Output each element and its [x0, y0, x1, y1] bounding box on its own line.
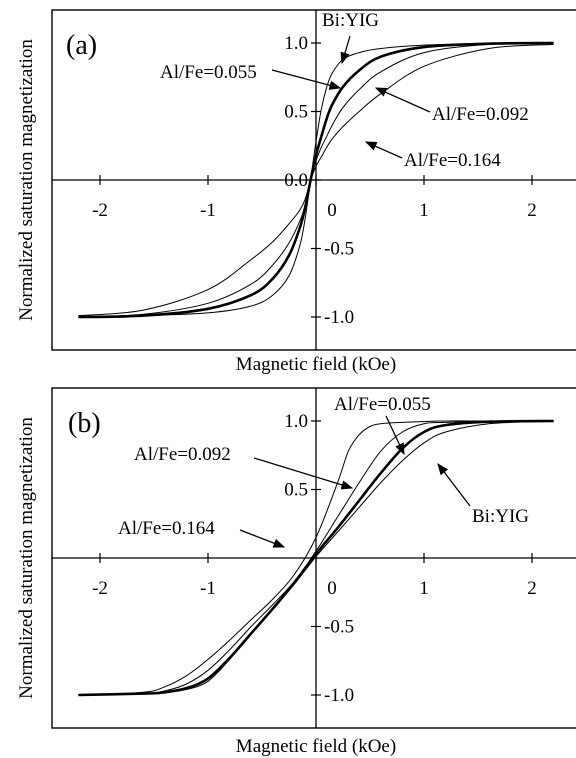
y-tick-label-b: -0.5 [324, 617, 354, 638]
arrow-alfe-0164-a [364, 141, 403, 159]
series-al-fe-0-092-a [78, 42, 554, 318]
x-tick-label-a: 1 [419, 200, 429, 221]
series-bi-yig-a [78, 42, 554, 318]
y-tick-label-a: -0.5 [324, 239, 354, 260]
series-al-fe-0-055-a [78, 41, 554, 319]
arrow-alfe-0092-b [253, 457, 354, 490]
panel-b-xlabel: Magnetic field (kOe) [236, 736, 396, 757]
arrow-biyig-b [437, 463, 471, 507]
y-tick-label-b: 0.5 [284, 480, 308, 501]
series-al-fe-0-055-b [78, 419, 554, 697]
annotation-alfe-0164-b: Al/Fe=0.164 [118, 518, 215, 539]
arrow-alfe-0055-a [271, 69, 342, 90]
panel-b-ylabel: Normalized saturation magnetization [16, 417, 37, 699]
x-tick-label-b: 2 [527, 578, 537, 599]
y-tick-label-a: 0.5 [284, 102, 308, 123]
annotation-alfe-0055-b: Al/Fe=0.055 [334, 394, 431, 415]
annotation-alfe-0055-a: Al/Fe=0.055 [160, 62, 257, 83]
annotation-alfe-0092-b: Al/Fe=0.092 [134, 444, 231, 465]
y-tick-label-b: -1.0 [324, 685, 354, 706]
x-tick-label-a: -2 [92, 200, 108, 221]
y-tick-label-a: 0.0 [284, 170, 308, 191]
arrow-biyig-a [340, 35, 351, 65]
x-tick-label-a: -1 [200, 200, 216, 221]
panel-a-ylabel: Normalized saturation magnetization [16, 39, 37, 321]
annotation-alfe-0164-a: Al/Fe=0.164 [404, 150, 501, 171]
x-tick-label-a: 2 [527, 200, 537, 221]
panel-b-label: (b) [68, 408, 101, 439]
annotation-biyig-a: Bi:YIG [322, 10, 379, 31]
arrow-alfe-0092-a [374, 87, 431, 113]
annotation-alfe-0092-a: Al/Fe=0.092 [432, 104, 529, 125]
y-tick-label-b: 1.0 [284, 411, 308, 432]
panel-a-label: (a) [66, 30, 97, 61]
panel-a: -2 -1 0 1 2 -1.0 -0.5 0.0 0.5 1.0 (a) Normalized … [16, 9, 576, 375]
arrow-alfe-0055-b [385, 415, 405, 456]
series-al-fe-0-164-b [78, 420, 554, 696]
x-tick-label-b: 0 [327, 578, 337, 599]
annotation-biyig-b: Bi:YIG [472, 506, 529, 527]
x-tick-label-b: -1 [200, 578, 216, 599]
panel-b: -2 -1 0 1 2 -1.0 -0.5 0.5 1.0 (b) Normalized sat… [16, 387, 576, 757]
panel-a-xlabel: Magnetic field (kOe) [236, 354, 396, 375]
series-bi-yig-b [78, 420, 554, 696]
x-tick-label-a: 0 [327, 200, 337, 221]
x-tick-label-b: -2 [92, 578, 108, 599]
arrow-alfe-0164-b [239, 529, 286, 548]
x-tick-label-b: 1 [419, 578, 429, 599]
y-tick-label-a: 1.0 [284, 33, 308, 54]
y-tick-label-a: -1.0 [324, 307, 354, 328]
